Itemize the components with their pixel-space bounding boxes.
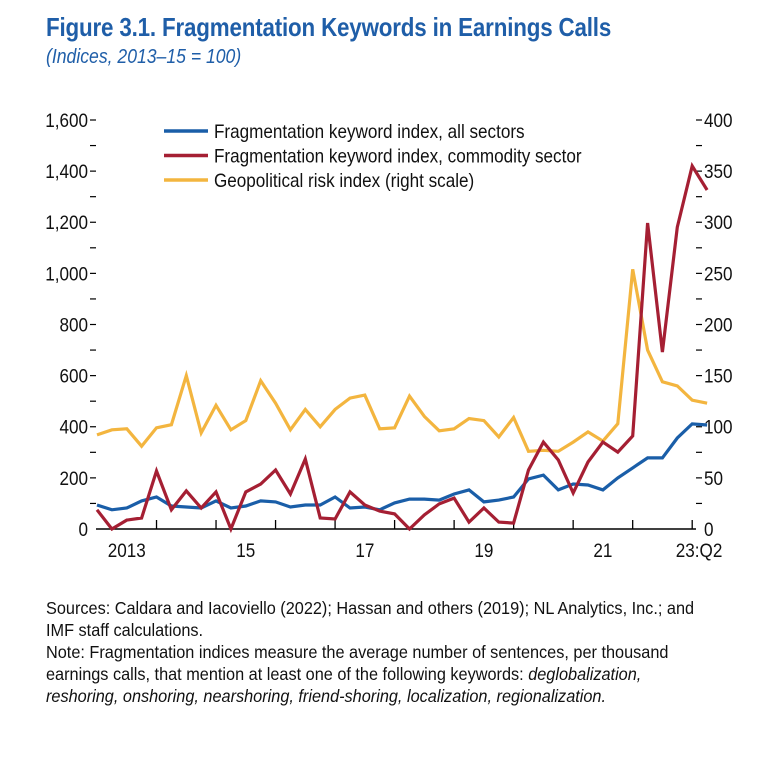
legend: Fragmentation keyword index, all sectors… [164,121,582,191]
right-y-tick-label: 250 [704,264,733,285]
x-tick-label: 17 [355,540,374,561]
note-text: Note: Fragmentation indices measure the … [46,642,669,684]
notes: Sources: Caldara and Iacoviello (2022); … [46,597,697,707]
left-y-tick-label: 200 [59,468,88,489]
right-y-tick-label: 50 [704,468,723,489]
left-y-tick-label: 1,400 [45,161,88,182]
x-tick-label: 21 [593,540,612,561]
right-y-tick-label: 400 [704,110,733,131]
legend-item-geopolitical-risk: Geopolitical risk index (right scale) [164,170,474,191]
series-line-commodity-sector [95,161,709,534]
right-y-tick-label: 150 [704,366,733,387]
x-tick-label: 23:Q2 [676,540,723,561]
left-y-tick-label: 800 [59,315,88,336]
legend-label: Geopolitical risk index (right scale) [214,170,474,191]
left-y-tick-label: 400 [59,417,88,438]
keywords-text: deglobalization, reshoring, onshoring, n… [46,664,642,706]
right-y-tick-label: 100 [704,417,733,438]
right-y-tick-label: 300 [704,212,733,233]
figure-subtitle: (Indices, 2013–15 = 100) [46,46,242,68]
x-tick-label: 19 [474,540,493,561]
left-y-tick-label: 1,600 [45,110,88,131]
right-y-tick-label: 350 [704,161,733,182]
left-y-tick-label: 1,000 [45,264,88,285]
axes: 2013 15 17 19 21 23:Q202004006008001,0001,200… [45,110,732,561]
x-tick-label: 15 [236,540,255,561]
line-chart: 2013 15 17 19 21 23:Q202004006008001,0001,200… [45,110,732,561]
x-tick-label: 2013 [108,540,146,561]
right-y-tick-label: 200 [704,315,733,336]
left-y-tick-label: 0 [78,519,88,540]
left-y-tick-label: 1,200 [45,212,88,233]
left-y-tick-label: 600 [59,366,88,387]
sources-text: Sources: Caldara and Iacoviello (2022); … [46,598,695,640]
right-y-tick-label: 0 [704,519,714,540]
legend-item-commodity-sector: Fragmentation keyword index, commodity s… [164,146,582,167]
legend-label: Fragmentation keyword index, all sectors [214,121,525,142]
series-line-all-sectors [96,422,708,512]
figure-title: Figure 3.1. Fragmentation Keywords in Ea… [46,12,612,42]
legend-item-all-sectors: Fragmentation keyword index, all sectors [164,121,525,142]
legend-label: Fragmentation keyword index, commodity s… [214,146,582,167]
series-line-geopolitical-risk [96,269,708,453]
series-group [95,161,709,534]
